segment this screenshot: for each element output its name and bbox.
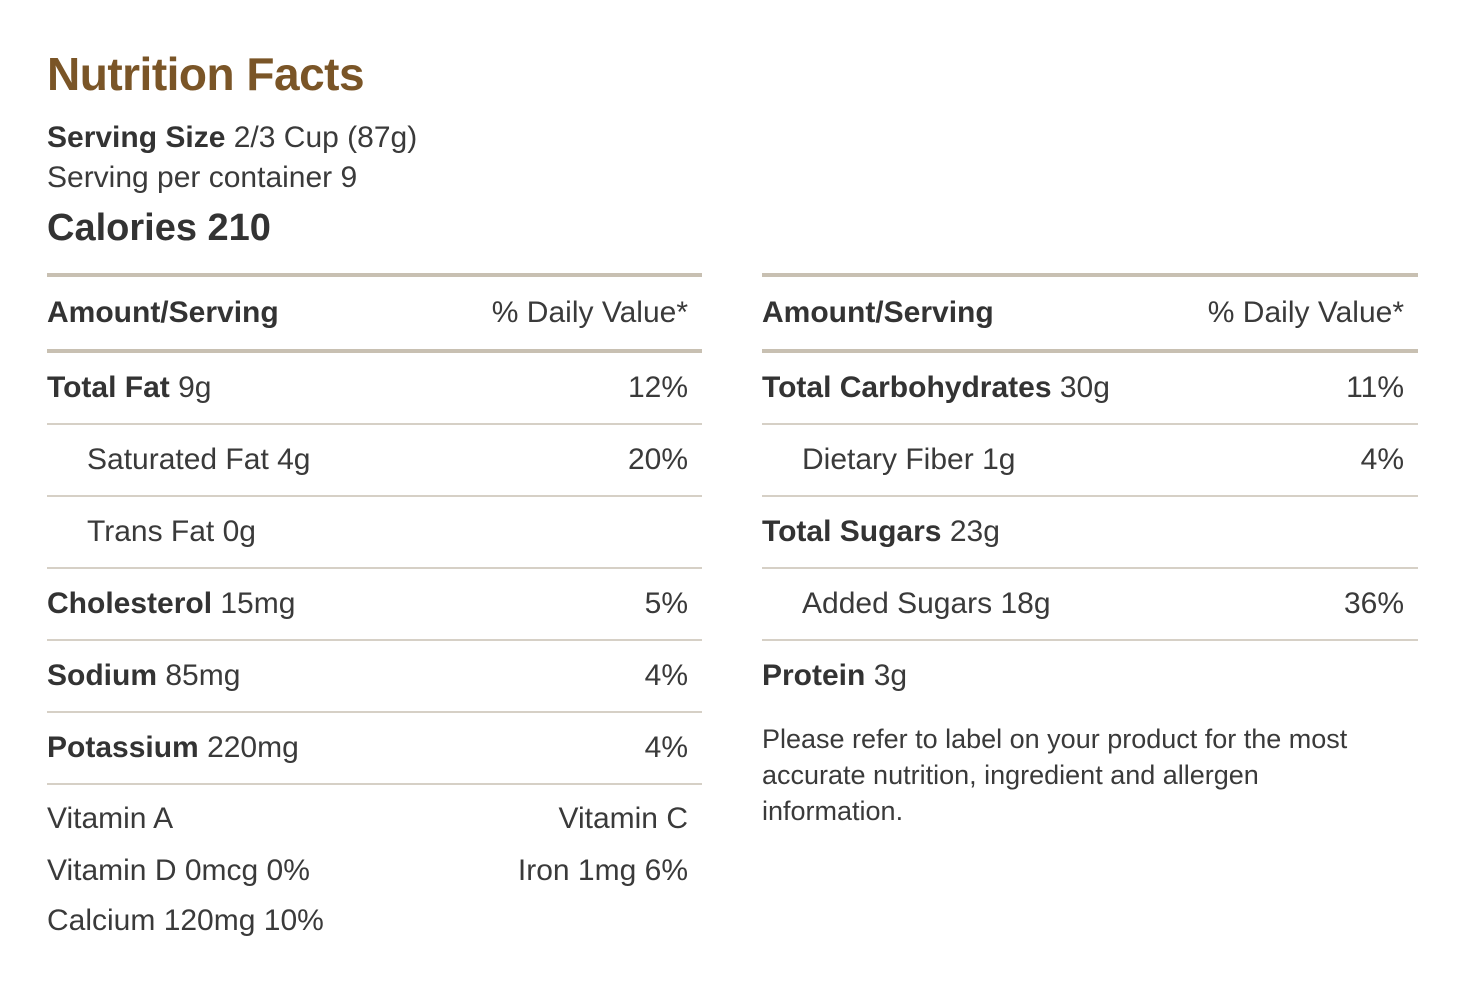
nutrient-row-total-sugars: Total Sugars 23g [762, 497, 1418, 569]
nutrient-row-added-sugars: Added Sugars 18g 36% [762, 569, 1418, 641]
nutrient-amount: 30g [1059, 371, 1110, 404]
nutrient-daily-value: 5% [644, 587, 688, 620]
nutrient-amount: 85mg [165, 659, 241, 692]
nutrient-name: Cholesterol [47, 587, 213, 620]
calories: Calories 210 [47, 202, 271, 254]
nutrient-table-right: Amount/Serving % Daily Value* Total Carb… [762, 273, 1418, 829]
calories-value: 210 [207, 207, 271, 249]
nutrient-row-potassium: Potassium 220mg 4% [47, 713, 702, 785]
vitamin-line: Vitamin A Vitamin C [47, 801, 702, 837]
nutrient-amount: 15mg [220, 587, 296, 620]
nutrient-amount: 23g [949, 515, 1000, 548]
nutrient-row-saturated-fat: Saturated Fat 4g 20% [47, 425, 702, 497]
nutrient-amount: 18g [1000, 587, 1051, 620]
iron: Iron 1mg 6% [517, 854, 688, 887]
nutrient-daily-value: 12% [627, 371, 688, 404]
header-daily-value: % Daily Value* [1207, 296, 1404, 329]
nutrient-amount: 220mg [207, 731, 299, 764]
vitamin-d: Vitamin D 0mcg 0% [47, 854, 310, 887]
nutrient-row-trans-fat: Trans Fat 0g [47, 497, 702, 569]
nutrient-name: Protein [762, 659, 866, 692]
nutrient-table-left: Amount/Serving % Daily Value* Total Fat … [47, 273, 702, 939]
nutrient-name: Added Sugars [802, 587, 993, 620]
nutrient-name: Total Carbohydrates [762, 371, 1052, 404]
nutrient-daily-value: 20% [627, 443, 688, 476]
nutrient-name: Dietary Fiber [802, 443, 974, 476]
nutrient-amount: 3g [873, 659, 908, 692]
nutrient-daily-value: 4% [1360, 443, 1404, 476]
nutrient-daily-value: 4% [644, 731, 688, 764]
nutrient-amount: 4g [277, 443, 311, 476]
serving-size-value: 2/3 Cup (87g) [233, 121, 418, 154]
nutrient-amount: 9g [178, 371, 212, 404]
table-header: Amount/Serving % Daily Value* [762, 277, 1418, 353]
nutrient-row-total-carbohydrates: Total Carbohydrates 30g 11% [762, 353, 1418, 425]
calories-label: Calories [47, 207, 197, 249]
nutrient-name: Total Sugars [762, 515, 942, 548]
serving-size: Serving Size 2/3 Cup (87g) [47, 118, 417, 158]
nutrient-row-total-fat: Total Fat 9g 12% [47, 353, 702, 425]
nutrient-name: Trans Fat [87, 515, 215, 548]
nutrient-row-protein: Protein 3g [762, 641, 1418, 711]
nutrient-name: Total Fat [47, 371, 170, 404]
header-amount-serving: Amount/Serving [762, 296, 994, 329]
vitamins-minerals: Vitamin A Vitamin C Vitamin D 0mcg 0% Ir… [47, 801, 702, 939]
nutrient-name: Saturated Fat [87, 443, 269, 476]
vitamin-a: Vitamin A [47, 802, 174, 835]
nutrient-row-dietary-fiber: Dietary Fiber 1g 4% [762, 425, 1418, 497]
vitamin-line: Calcium 120mg 10% [47, 903, 702, 939]
servings-per-container: Serving per container 9 [47, 161, 358, 194]
nutrient-amount: 0g [222, 515, 256, 548]
nutrient-amount: 1g [982, 443, 1016, 476]
nutrient-daily-value: 36% [1343, 587, 1404, 620]
header-daily-value: % Daily Value* [491, 296, 688, 329]
vitamin-c: Vitamin C [558, 802, 689, 835]
nutrient-daily-value: 4% [644, 659, 688, 692]
nutrient-row-cholesterol: Cholesterol 15mg 5% [47, 569, 702, 641]
calcium: Calcium 120mg 10% [47, 904, 324, 937]
nutrient-name: Potassium [47, 731, 199, 764]
nutrition-facts-title: Nutrition Facts [47, 48, 365, 100]
vitamin-line: Vitamin D 0mcg 0% Iron 1mg 6% [47, 853, 702, 889]
serving-size-label: Serving Size [47, 121, 226, 154]
nutrient-daily-value: 11% [1346, 371, 1404, 404]
disclaimer-text: Please refer to label on your product fo… [762, 724, 1348, 826]
nutrient-row-sodium: Sodium 85mg 4% [47, 641, 702, 713]
nutrient-name: Sodium [47, 659, 157, 692]
header-amount-serving: Amount/Serving [47, 296, 279, 329]
table-header: Amount/Serving % Daily Value* [47, 277, 702, 353]
